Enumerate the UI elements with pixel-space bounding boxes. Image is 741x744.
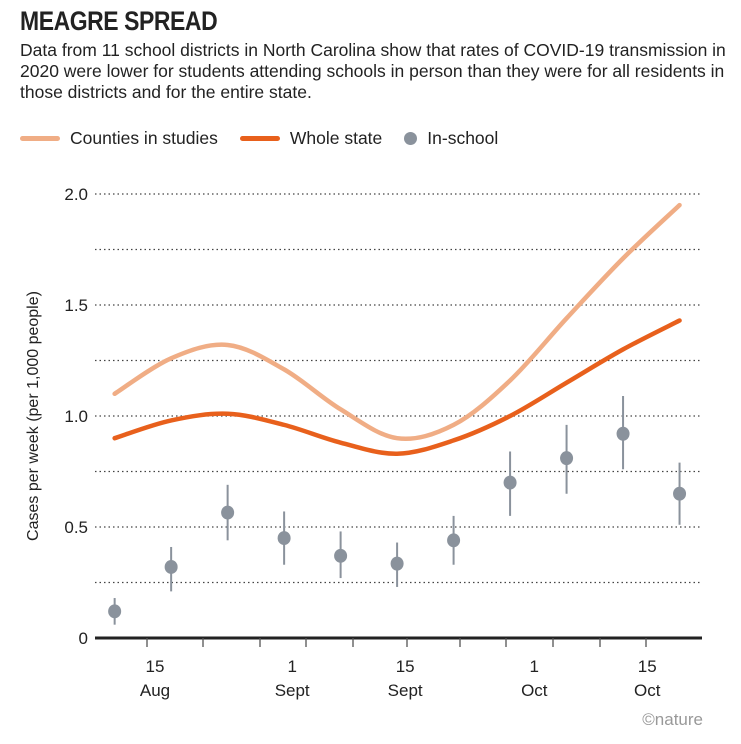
series-line-0 bbox=[112, 202, 682, 442]
data-point bbox=[164, 559, 178, 574]
legend-swatch bbox=[20, 136, 60, 141]
x-tick-label: 1 bbox=[287, 657, 296, 676]
y-tick-label: 1.0 bbox=[64, 407, 88, 426]
y-tick-label: 1.5 bbox=[64, 296, 88, 315]
x-tick-label: 15 bbox=[396, 657, 415, 676]
legend: Counties in studies Whole state In-schoo… bbox=[20, 128, 520, 149]
y-axis-label: Cases per week (per 1,000 people) bbox=[25, 291, 42, 541]
credit: ©nature bbox=[642, 710, 703, 729]
legend-label: In-school bbox=[427, 128, 499, 148]
data-point bbox=[108, 604, 122, 619]
data-point bbox=[447, 533, 461, 548]
legend-label: Whole state bbox=[289, 128, 383, 148]
data-point bbox=[673, 486, 687, 501]
series-line-1 bbox=[112, 318, 682, 456]
data-point bbox=[503, 475, 517, 490]
y-tick-label: 0 bbox=[79, 629, 88, 648]
x-tick-label: Sept bbox=[275, 681, 310, 700]
data-point bbox=[560, 451, 574, 466]
x-tick-label: Oct bbox=[634, 681, 661, 700]
chart-subtitle: Data from 11 school districts in North C… bbox=[20, 40, 726, 102]
data-point bbox=[390, 556, 404, 571]
x-tick-label: Aug bbox=[140, 681, 170, 700]
y-tick-label: 2.0 bbox=[64, 185, 88, 204]
legend-state: Whole state bbox=[239, 128, 383, 149]
data-point bbox=[221, 505, 235, 520]
y-tick-label: 0.5 bbox=[64, 518, 88, 537]
data-point bbox=[616, 426, 630, 441]
chart-title: MEAGRE SPREAD bbox=[20, 6, 218, 36]
x-tick-label: Sept bbox=[388, 681, 423, 700]
x-tick-label: 1 bbox=[530, 657, 539, 676]
x-tick-label: 15 bbox=[146, 657, 165, 676]
legend-dot bbox=[404, 132, 418, 145]
legend-counties: Counties in studies bbox=[20, 128, 218, 149]
data-point bbox=[334, 548, 348, 563]
legend-swatch bbox=[239, 136, 280, 141]
legend-inschool: In-school bbox=[404, 128, 498, 149]
x-tick-label: Oct bbox=[521, 681, 548, 700]
x-tick-label: 15 bbox=[638, 657, 657, 676]
data-point bbox=[277, 531, 291, 546]
legend-label: Counties in studies bbox=[70, 128, 218, 148]
